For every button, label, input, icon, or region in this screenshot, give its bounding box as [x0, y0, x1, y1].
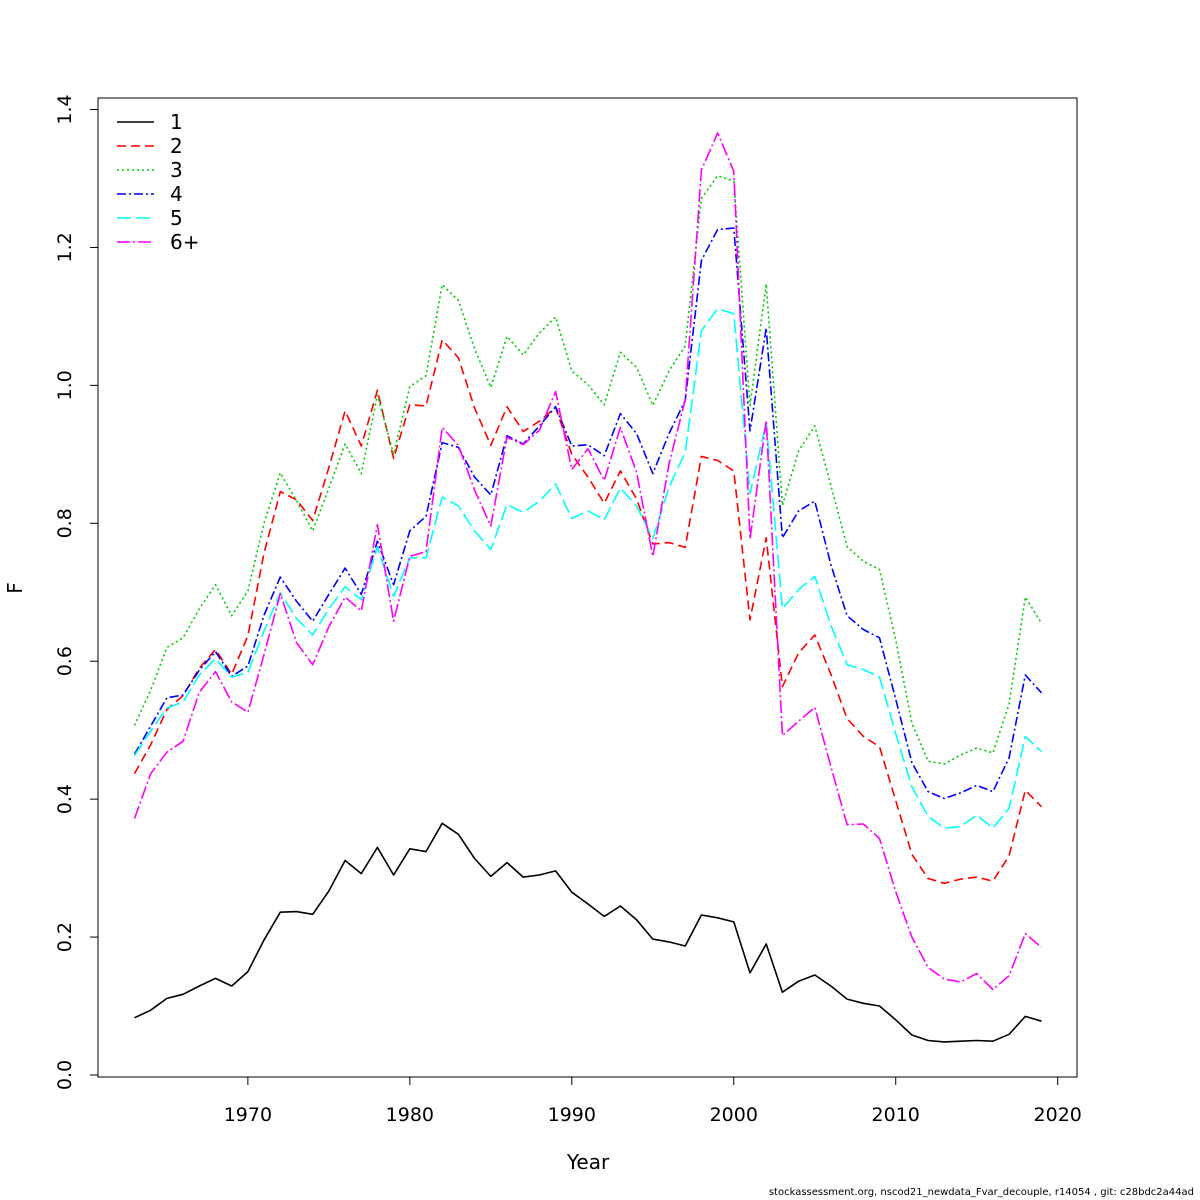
legend-item-1: 1 [117, 110, 183, 134]
y-tick-label: 1.4 [54, 94, 76, 124]
legend-item-3: 3 [117, 158, 183, 182]
series-line-4 [133, 227, 1043, 800]
x-axis-title: Year [566, 1150, 610, 1174]
x-tick-label: 1980 [386, 1104, 434, 1126]
legend-item-5: 5 [117, 206, 183, 230]
series-line-5 [133, 307, 1043, 829]
series-line-6 [133, 132, 1043, 991]
legend-label: 2 [170, 134, 183, 158]
legend-label: 1 [170, 110, 183, 134]
source-footnote: stockassessment.org, nscod21_newdata_Fva… [768, 1187, 1194, 1198]
y-tick-label: 0.4 [54, 784, 76, 814]
y-axis: 0.0 0.2 0.4 0.6 0.8 1.0 1.2 1.4 [54, 94, 99, 1090]
legend-label: 3 [170, 158, 183, 182]
series-line-3 [133, 174, 1043, 765]
x-axis: 1970 1980 1990 2000 2010 2020 [224, 1076, 1082, 1126]
y-tick-label: 1.0 [54, 370, 76, 400]
y-tick-label: 0.0 [54, 1060, 76, 1090]
legend-label: 5 [170, 206, 183, 230]
legend-item-4: 4 [117, 182, 183, 206]
y-axis-title: F [3, 582, 27, 594]
y-tick-label: 1.2 [54, 232, 76, 262]
x-tick-label: 1970 [224, 1104, 272, 1126]
legend-item-6: 6+ [117, 230, 199, 254]
series-line-1 [134, 822, 1042, 1043]
x-tick-label: 2010 [872, 1104, 920, 1126]
legend-item-2: 2 [117, 134, 183, 158]
y-tick-label: 0.8 [54, 508, 76, 538]
series-line-2 [133, 338, 1043, 885]
y-tick-label: 0.2 [54, 922, 76, 952]
x-tick-label: 2020 [1034, 1104, 1082, 1126]
legend-label: 4 [170, 182, 183, 206]
x-tick-label: 2000 [710, 1104, 758, 1126]
y-tick-label: 0.6 [54, 646, 76, 676]
series-layer [133, 132, 1043, 1043]
legend-label: 6+ [170, 230, 199, 254]
x-tick-label: 1990 [548, 1104, 596, 1126]
plot-frame [97, 97, 1078, 1078]
